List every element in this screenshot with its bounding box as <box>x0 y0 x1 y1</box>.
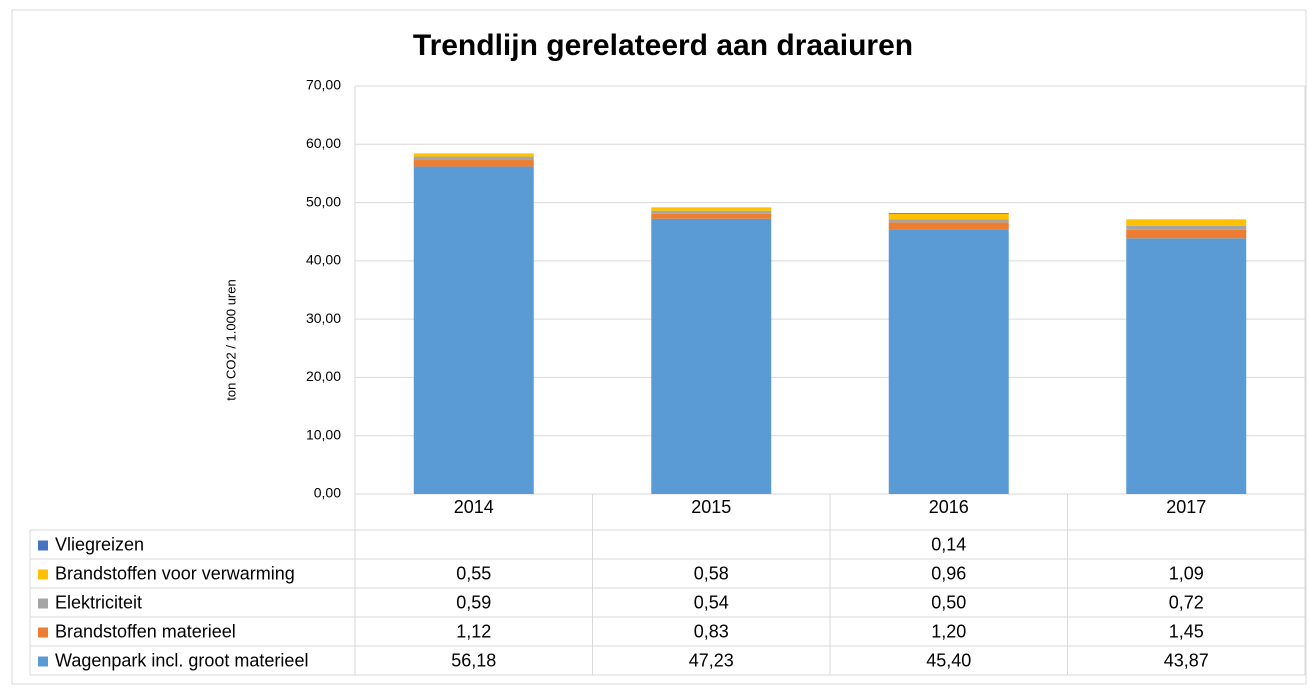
bar-segment <box>1126 219 1247 226</box>
data-label: 43,87 <box>1164 650 1209 670</box>
legend-label: Wagenpark incl. groot materieel <box>55 650 308 670</box>
y-tick-label: 0,00 <box>314 485 341 501</box>
bar-segment <box>651 210 772 214</box>
y-tick-label: 10,00 <box>306 426 341 442</box>
data-label: 56,18 <box>451 650 496 670</box>
data-label: 45,40 <box>926 650 971 670</box>
legend-label: Elektriciteit <box>55 592 142 612</box>
y-axis-label: ton CO2 / 1.000 uren <box>223 279 238 400</box>
x-tick-label: 2017 <box>1166 497 1206 517</box>
legend-swatch <box>38 540 48 551</box>
data-label: 0,59 <box>456 592 491 612</box>
y-tick-label: 60,00 <box>306 135 341 151</box>
legend-label: Vliegreizen <box>55 534 144 554</box>
chart-border <box>11 9 1307 685</box>
y-tick-label: 20,00 <box>306 368 341 384</box>
data-label: 1,09 <box>1169 563 1204 583</box>
bar-segment <box>888 213 1009 214</box>
data-label: 0,55 <box>456 563 491 583</box>
bar-segment <box>888 219 1009 223</box>
legend-swatch <box>38 627 48 638</box>
bar-segment <box>651 213 772 219</box>
data-label: 0,58 <box>694 563 729 583</box>
chart-title: Trendlijn gerelateerd aan draaiuren <box>413 29 913 62</box>
x-tick-label: 2015 <box>691 497 731 517</box>
legend-swatch <box>38 656 48 667</box>
x-tick-label: 2014 <box>454 497 494 517</box>
data-label: 1,20 <box>931 621 966 641</box>
data-label: 1,12 <box>456 621 491 641</box>
legend-swatch <box>38 598 48 609</box>
y-tick-label: 30,00 <box>306 310 341 326</box>
x-tick-label: 2016 <box>929 497 969 517</box>
data-label: 0,96 <box>931 563 966 583</box>
bar-segment <box>413 153 534 157</box>
bar-segment <box>888 222 1009 230</box>
bar-segment <box>413 166 534 495</box>
legend-swatch <box>38 569 48 580</box>
bar-segment <box>651 207 772 211</box>
data-label: 47,23 <box>689 650 734 670</box>
y-tick-label: 40,00 <box>306 252 341 268</box>
data-label: 0,14 <box>931 534 966 554</box>
data-label: 1,45 <box>1169 621 1204 641</box>
data-label: 0,50 <box>931 592 966 612</box>
y-tick-label: 70,00 <box>306 77 341 93</box>
y-tick-label: 50,00 <box>306 193 341 209</box>
bar-segment <box>1126 225 1247 230</box>
bar-segment <box>888 213 1009 220</box>
bar-segment <box>1126 238 1247 494</box>
data-label: 0,83 <box>694 621 729 641</box>
data-label: 0,72 <box>1169 592 1204 612</box>
legend-label: Brandstoffen voor verwarming <box>55 563 295 583</box>
bar-segment <box>413 156 534 161</box>
bar-segment <box>1126 229 1247 239</box>
data-label: 0,54 <box>694 592 729 612</box>
legend-label: Brandstoffen materieel <box>55 621 236 641</box>
bar-segment <box>651 218 772 495</box>
bar-segment <box>888 229 1009 494</box>
bar-segment <box>413 160 534 167</box>
